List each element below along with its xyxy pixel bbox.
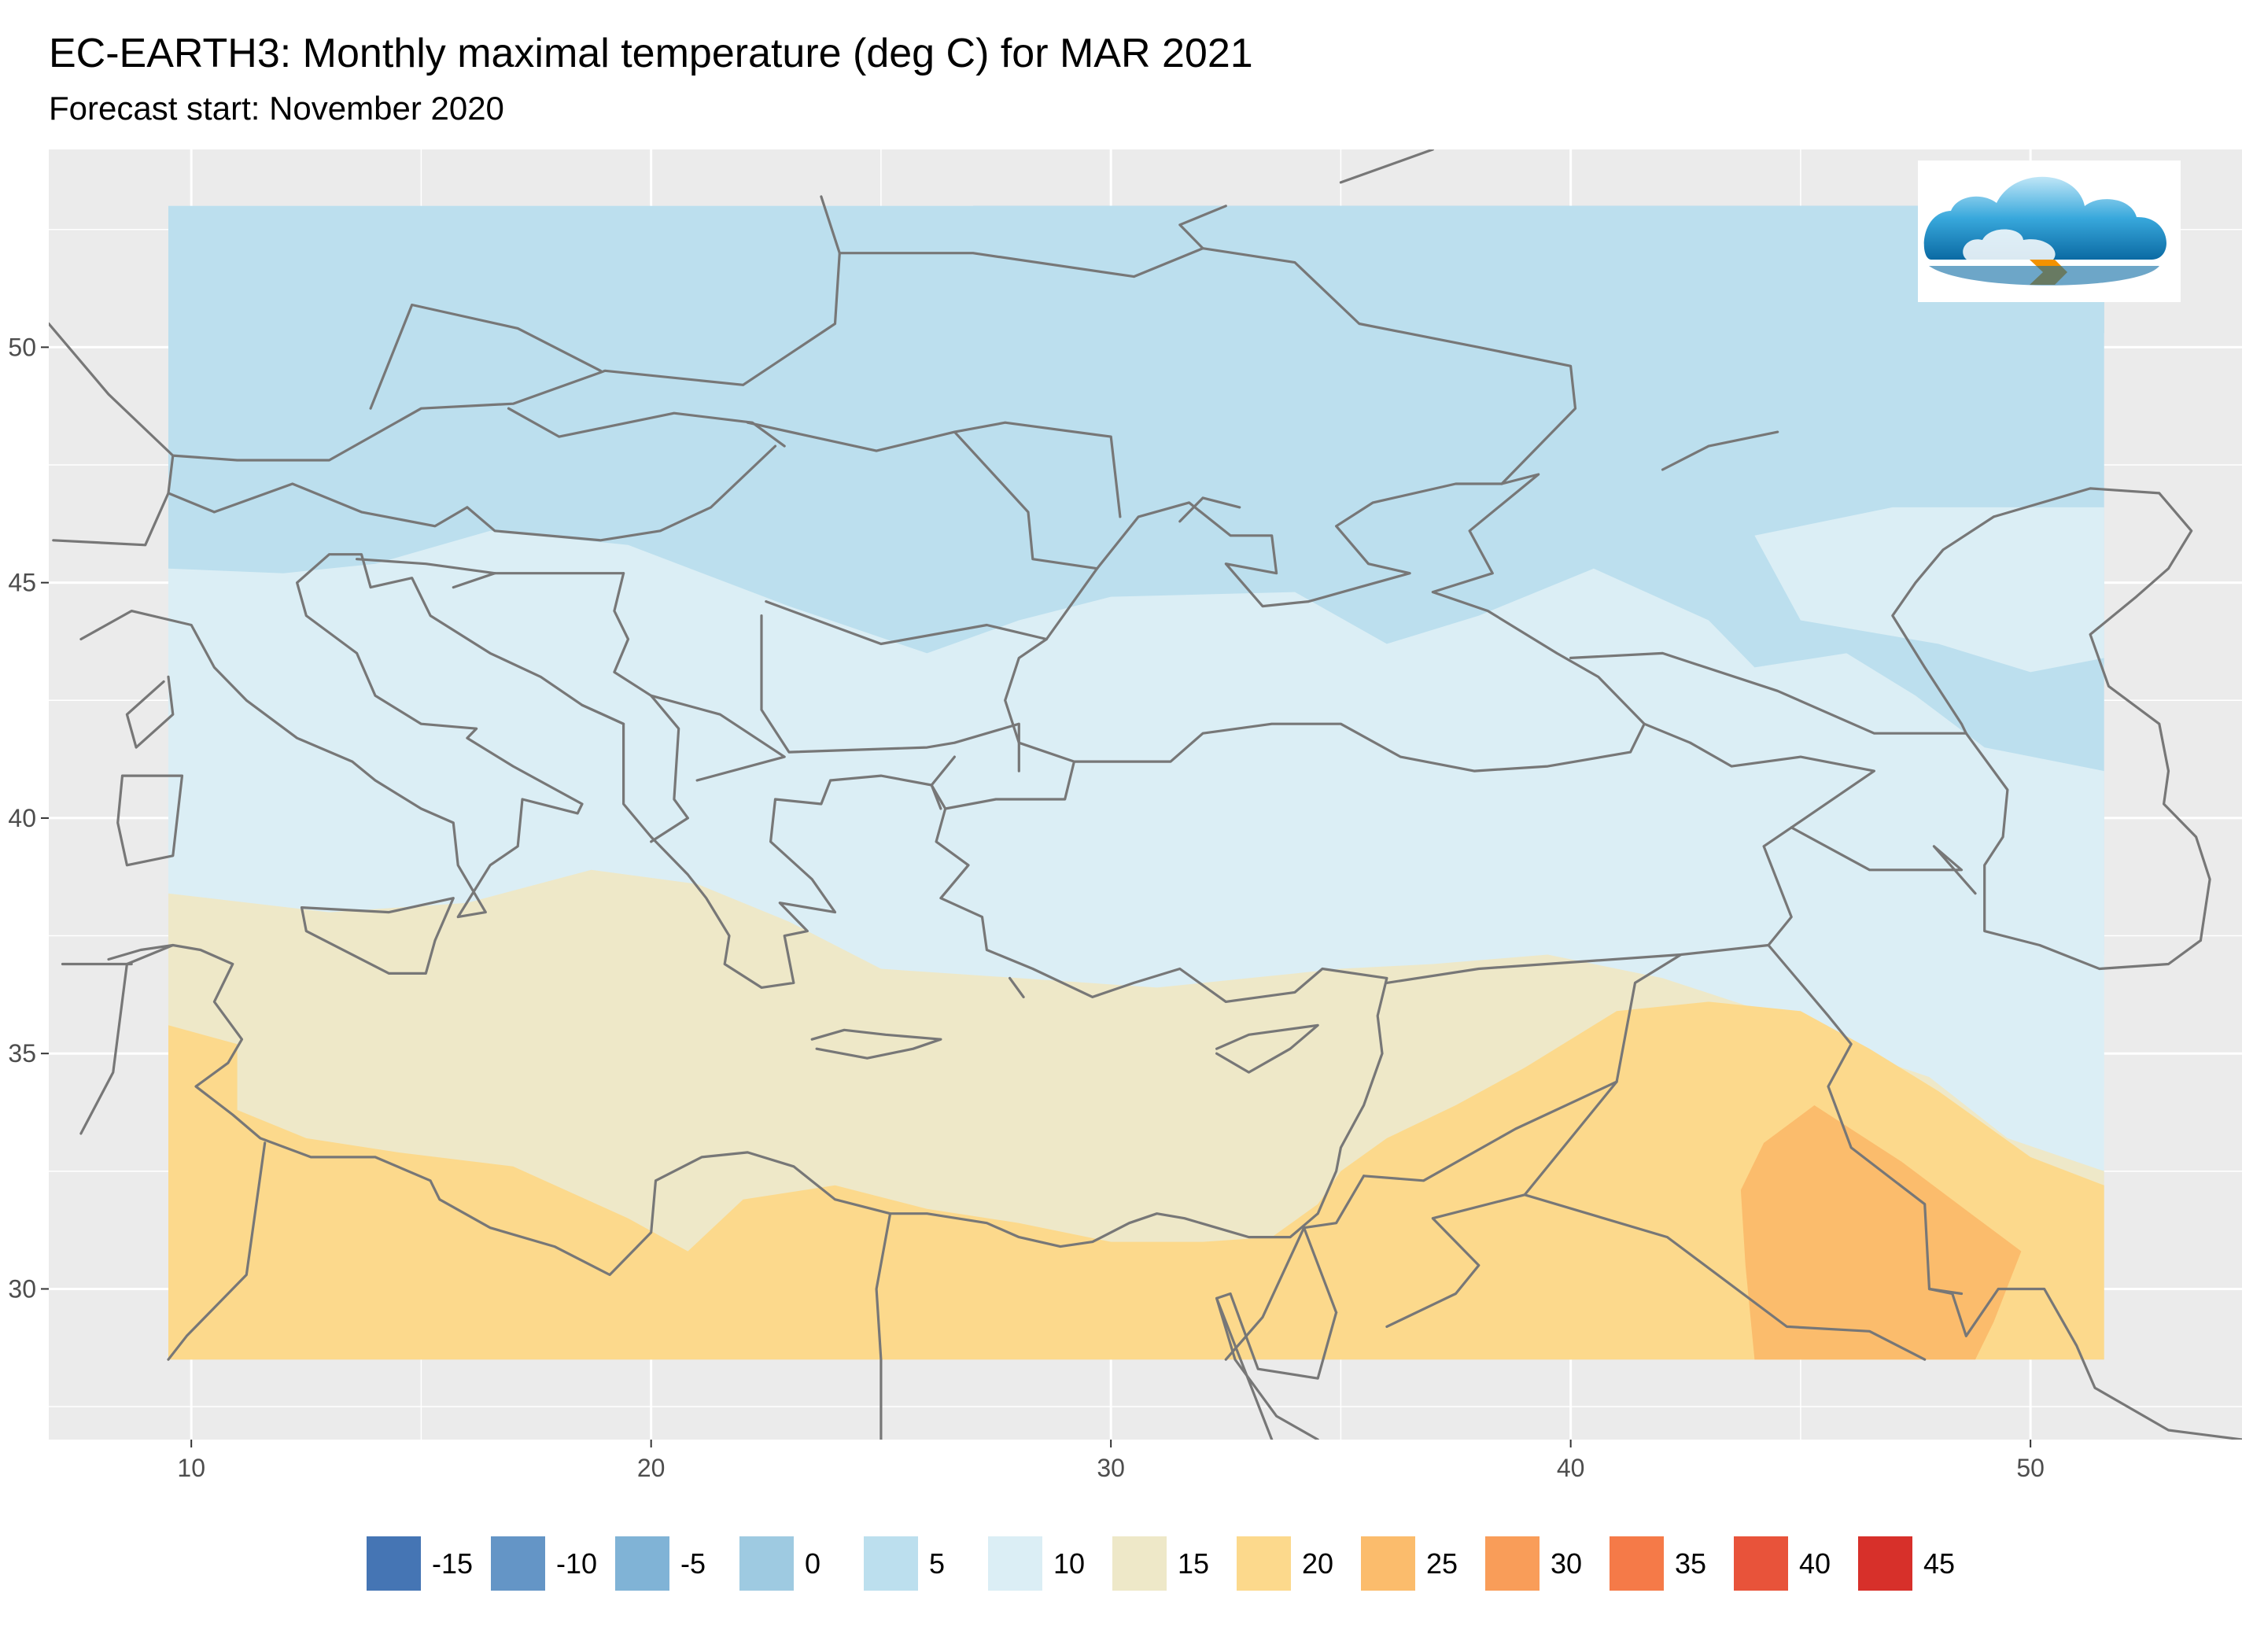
legend-label: -5: [680, 1547, 706, 1580]
legend-label: 25: [1426, 1547, 1458, 1580]
coastline: [300, 897, 455, 975]
legend-label: 45: [1923, 1547, 1955, 1580]
country-border: [167, 1141, 267, 1361]
country-border: [171, 195, 841, 462]
country-border: [1224, 1226, 1306, 1361]
country-border: [1767, 943, 1964, 1296]
x-axis-ticks: 10 20 30 40 50: [177, 1440, 2045, 1482]
page-subtitle: Forecast start: November 2020: [49, 90, 504, 127]
country-border: [613, 572, 786, 782]
x-tick-label: 30: [1097, 1454, 1125, 1482]
x-tick-label: 50: [2016, 1454, 2045, 1482]
inland-water-outline: [1178, 496, 1241, 523]
x-tick-label: 10: [177, 1454, 205, 1482]
country-border: [369, 303, 603, 410]
temperature-field: [168, 205, 2104, 1360]
country-border: [452, 572, 496, 589]
country-border: [1569, 651, 1967, 735]
country-border: [1790, 826, 1977, 895]
page-title: EC-EARTH3: Monthly maximal temperature (…: [49, 31, 1253, 76]
country-border: [1339, 149, 1434, 184]
y-axis-ticks: 30 35 40 45 50: [8, 333, 49, 1303]
coastline: [79, 473, 1646, 990]
coastline: [1215, 1292, 1338, 1440]
contour-region-25: [1740, 1105, 2022, 1360]
coastline: [1643, 722, 1692, 744]
country-border: [356, 558, 625, 575]
y-tick-label: 40: [8, 804, 36, 832]
contour-region-10: [1754, 507, 2104, 673]
legend-label: 5: [929, 1547, 945, 1580]
cloud-logo-icon: [1918, 160, 2181, 302]
country-border: [52, 492, 170, 547]
legend-label: 10: [1053, 1547, 1085, 1580]
y-tick-label: 30: [8, 1274, 36, 1303]
legend-swatch: [864, 1536, 918, 1591]
country-border: [79, 943, 175, 1135]
legend-label: -15: [432, 1547, 473, 1580]
legend-swatch: [1112, 1536, 1167, 1591]
legend-label: 20: [1302, 1547, 1333, 1580]
legend-swatch: [1485, 1536, 1540, 1591]
contour-region-10: [168, 530, 2104, 1124]
legend-swatch: [1734, 1536, 1788, 1591]
country-border: [875, 1212, 892, 1440]
coastline: [1891, 515, 1995, 735]
country-border: [212, 482, 469, 528]
country-border: [930, 755, 957, 810]
country-border: [765, 599, 1048, 646]
country-border: [650, 694, 690, 843]
legend-swatch: [615, 1536, 669, 1591]
y-tick-label: 45: [8, 569, 36, 597]
contour-region-20: [168, 1001, 2104, 1360]
legend-label: 15: [1178, 1547, 1209, 1580]
legend-swatch: [1361, 1536, 1415, 1591]
legend-swatch: [1610, 1536, 1664, 1591]
country-borders: [49, 149, 2242, 1440]
country-border: [953, 421, 1122, 518]
country-border: [466, 444, 777, 542]
country-border: [838, 247, 1577, 485]
coastline: [1008, 976, 1025, 999]
legend-swatch: [1858, 1536, 1912, 1591]
coastline: [1215, 1296, 1274, 1440]
country-border: [1689, 741, 1875, 829]
legend-label: 35: [1675, 1547, 1706, 1580]
coastline: [116, 774, 184, 867]
x-tick-label: 20: [637, 1454, 666, 1482]
country-border: [1385, 1080, 1618, 1329]
country-border: [1178, 205, 1227, 250]
coastline: [125, 675, 175, 749]
legend-label: 40: [1799, 1547, 1831, 1580]
coastline: [107, 807, 1388, 1277]
inland-water-outline: [1661, 430, 1779, 471]
country-border: [1362, 953, 1683, 1182]
country-border: [1302, 1174, 1366, 1315]
legend: -15 -10 -5 0 5 10 15 20 25 30 35 40 45: [367, 1536, 1955, 1591]
legend-swatch: [739, 1536, 794, 1591]
legend-swatch: [491, 1536, 545, 1591]
country-border: [1523, 1193, 1927, 1361]
y-tick-label: 50: [8, 333, 36, 361]
coastline: [1964, 732, 2202, 971]
country-border: [760, 614, 1020, 773]
coastline: [810, 1028, 942, 1060]
coastline: [1215, 1023, 1319, 1074]
legend-label: -10: [556, 1547, 597, 1580]
y-tick-label: 35: [8, 1039, 36, 1068]
country-border: [746, 421, 1099, 570]
legend-swatch: [988, 1536, 1042, 1591]
legend-label: 0: [805, 1547, 820, 1580]
country-border: [49, 322, 216, 514]
legend-label: 30: [1551, 1547, 1582, 1580]
country-border: [507, 407, 786, 448]
legend-swatch: [1237, 1536, 1291, 1591]
x-tick-label: 40: [1557, 1454, 1585, 1482]
coastline: [1927, 1287, 2242, 1440]
legend-swatch: [367, 1536, 421, 1591]
country-border: [581, 703, 625, 725]
coastline: [1992, 487, 2211, 942]
